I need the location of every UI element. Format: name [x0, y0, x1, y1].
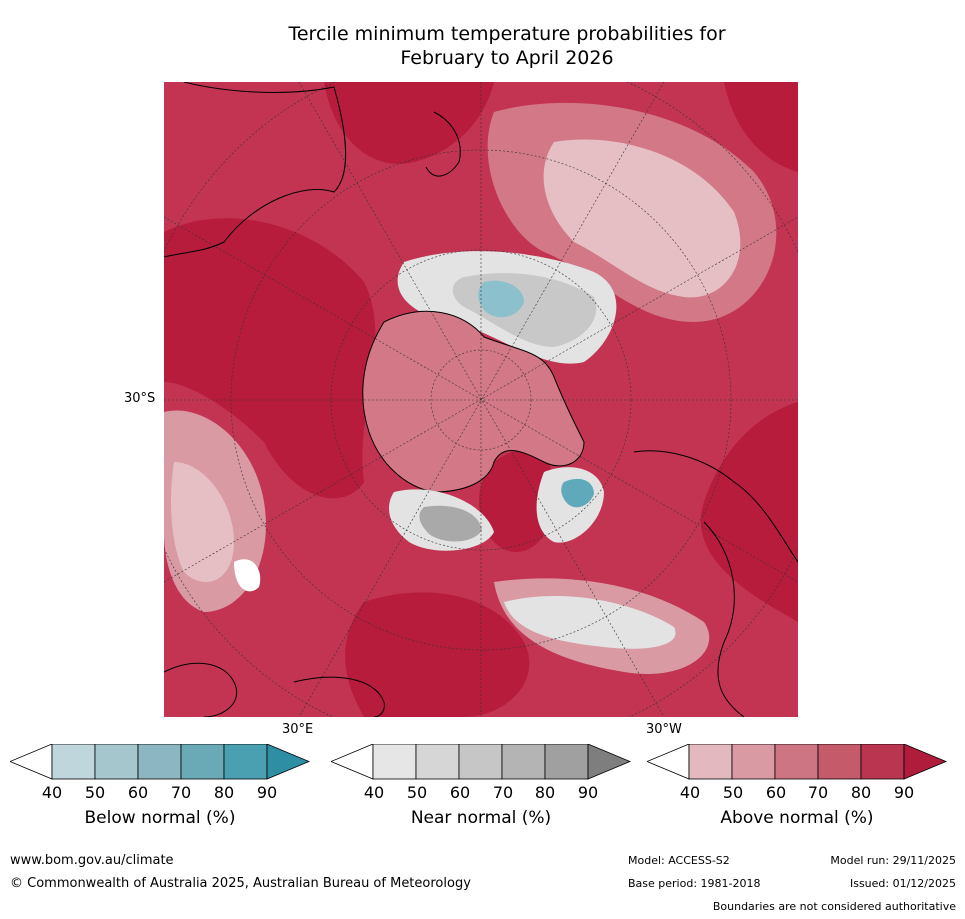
model-name: Model: ACCESS-S2 [628, 854, 730, 867]
region-below-60-ring [478, 280, 524, 318]
colorbar-segment [94, 744, 139, 780]
colorbar-above [647, 744, 947, 780]
colorbar-segment [688, 744, 733, 780]
tick-label: 80 [534, 783, 556, 802]
copyright-notice: © Commonwealth of Australia 2025, Austra… [10, 876, 471, 891]
colorbar-segment [458, 744, 503, 780]
tick-label: 80 [850, 783, 872, 802]
legend-title-near: Near normal (%) [410, 808, 552, 828]
map-canvas [164, 82, 798, 717]
legend-above-normal: 40 50 60 70 80 90 Above normal (%) [647, 744, 947, 834]
region-above-90-south [345, 592, 530, 717]
legend-title-above: Above normal (%) [720, 808, 874, 828]
tick-label: 50 [84, 783, 106, 802]
tick-label: 40 [363, 783, 385, 802]
tick-label: 90 [577, 783, 599, 802]
colorbar-below [10, 744, 310, 780]
colorbar-extend-low [647, 744, 690, 780]
colorbar-segment [774, 744, 819, 780]
region-above-90-centre [479, 450, 556, 552]
colorbar-segment [180, 744, 225, 780]
region-above-40-west [171, 462, 234, 582]
tick-label: 50 [406, 783, 428, 802]
colorbar-extend-high [266, 744, 310, 780]
colorbar-extend-high [587, 744, 631, 780]
colorbar-segment [415, 744, 460, 780]
region-above-90-east [700, 402, 798, 622]
tick-label: 70 [807, 783, 829, 802]
colorbar-extend-high [903, 744, 947, 780]
region-near-50-southeast [504, 596, 676, 649]
colorbar-segment [223, 744, 268, 780]
title-line-2: February to April 2026 [400, 47, 614, 69]
website-link[interactable]: www.bom.gov.au/climate [10, 853, 174, 868]
colorbar-extend-low [331, 744, 374, 780]
legend-title-below: Below normal (%) [84, 808, 236, 828]
region-near-80-south-west [419, 505, 482, 542]
tick-label: 60 [127, 783, 149, 802]
lon-label-30w: 30°W [646, 722, 682, 737]
legend-near-normal: 40 50 60 70 80 90 Near normal (%) [331, 744, 631, 834]
colorbar-segment [137, 744, 182, 780]
model-run-date: Model run: 29/11/2025 [830, 854, 956, 867]
tick-label: 70 [492, 783, 514, 802]
tick-label: 60 [765, 783, 787, 802]
title-line-1: Tercile minimum temperature probabilitie… [288, 23, 726, 45]
region-above-90-west [164, 218, 376, 499]
region-above-90-northeast [724, 82, 798, 172]
tick-label: 90 [256, 783, 278, 802]
region-above-40-northeast [543, 139, 741, 298]
region-above-90-north [324, 82, 494, 164]
chart-title: Tercile minimum temperature probabilitie… [200, 22, 814, 70]
legend-below-normal: 40 50 60 70 80 90 Below normal (%) [10, 744, 310, 834]
tick-label: 50 [722, 783, 744, 802]
tick-label: 90 [893, 783, 915, 802]
issued-date: Issued: 01/12/2025 [849, 877, 956, 890]
boundaries-disclaimer: Boundaries are not considered authoritat… [712, 900, 956, 913]
region-antarctica [362, 310, 585, 493]
tick-label: 40 [679, 783, 701, 802]
colorbar-segment [51, 744, 96, 780]
lat-label-30s: 30°S [124, 391, 156, 406]
colorbar-segment [860, 744, 905, 780]
coastlines [164, 82, 798, 717]
tick-label: 80 [213, 783, 235, 802]
tick-label: 60 [449, 783, 471, 802]
colorbar-near [331, 744, 631, 780]
probability-map [164, 82, 798, 717]
colorbar-segment [731, 744, 776, 780]
colorbar-segment [817, 744, 862, 780]
tick-label: 40 [41, 783, 63, 802]
colorbar-extend-low [10, 744, 53, 780]
region-below-70-south-east [561, 478, 594, 508]
region-white-west [234, 559, 261, 592]
colorbar-segment [372, 744, 417, 780]
colorbar-segment [544, 744, 589, 780]
colorbar-segment [501, 744, 546, 780]
graticule [164, 82, 798, 717]
base-period: Base period: 1981-2018 [628, 877, 761, 890]
lon-label-30e: 30°E [282, 722, 314, 737]
tick-label: 70 [170, 783, 192, 802]
